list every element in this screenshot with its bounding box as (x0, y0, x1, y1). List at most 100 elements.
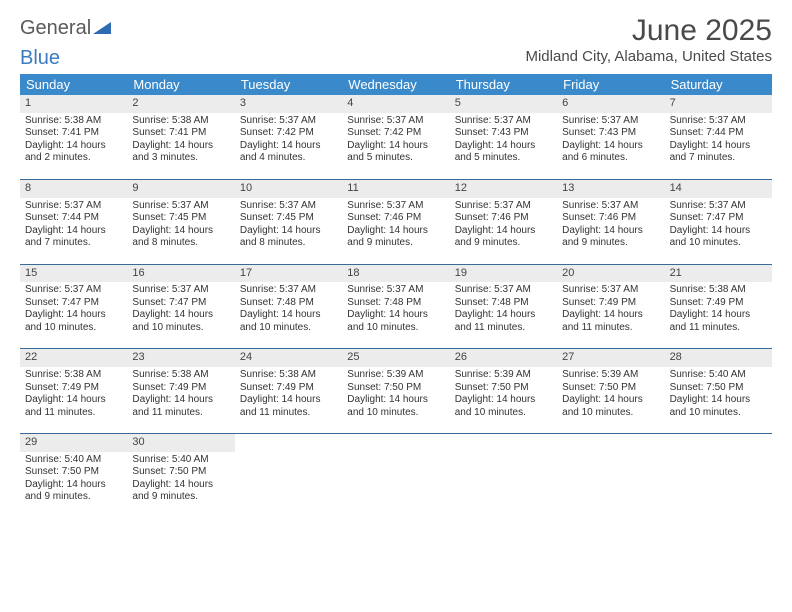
sunrise-text: Sunrise: 5:37 AM (455, 115, 552, 128)
sunrise-text: Sunrise: 5:40 AM (25, 454, 122, 467)
day-cell: 12 Sunrise: 5:37 AMSunset: 7:46 PMDayligh… (450, 180, 557, 254)
day-number: 10 (235, 180, 342, 198)
day-number: 1 (20, 95, 127, 113)
week-row: 15Sunrise: 5:37 AMSunset: 7:47 PMDayligh… (20, 264, 772, 339)
day-number: 28 (665, 349, 772, 367)
day-cell: 19Sunrise: 5:37 AMSunset: 7:48 PMDayligh… (450, 265, 557, 339)
sunset-text: Sunset: 7:43 PM (455, 127, 552, 140)
sunset-text: Sunset: 7:42 PM (240, 127, 337, 140)
day-cell: 20Sunrise: 5:37 AMSunset: 7:49 PMDayligh… (557, 265, 664, 339)
sunset-text: Sunset: 7:50 PM (455, 382, 552, 395)
sunrise-text: Sunrise: 5:37 AM (670, 200, 767, 213)
sunrise-text: Sunrise: 5:37 AM (562, 200, 659, 213)
day-number: 8 (20, 180, 127, 198)
day-cell: 22Sunrise: 5:38 AMSunset: 7:49 PMDayligh… (20, 349, 127, 423)
day-cell: 10Sunrise: 5:37 AMSunset: 7:45 PMDayligh… (235, 180, 342, 254)
daylight-text: Daylight: 14 hours and 10 minutes. (132, 309, 229, 334)
weeks-container: 1Sunrise: 5:38 AMSunset: 7:41 PMDaylight… (20, 95, 772, 508)
day-number: 18 (342, 265, 449, 283)
sunset-text: Sunset: 7:49 PM (562, 297, 659, 310)
sunrise-text: Sunrise: 5:37 AM (562, 115, 659, 128)
sunset-text: Sunset: 7:48 PM (455, 297, 552, 310)
daylight-text: Daylight: 14 hours and 11 minutes. (455, 309, 552, 334)
day-cell: . (557, 434, 664, 508)
daylight-text: Daylight: 14 hours and 11 minutes. (670, 309, 767, 334)
day-cell: 15Sunrise: 5:37 AMSunset: 7:47 PMDayligh… (20, 265, 127, 339)
week-row: 29Sunrise: 5:40 AMSunset: 7:50 PMDayligh… (20, 433, 772, 508)
sunset-text: Sunset: 7:45 PM (240, 212, 337, 225)
sunset-text: Sunset: 7:44 PM (670, 127, 767, 140)
sunset-text: Sunset: 7:46 PM (455, 212, 552, 225)
sunset-text: Sunset: 7:50 PM (670, 382, 767, 395)
brand-triangle-icon (93, 18, 111, 38)
sunset-text: Sunset: 7:44 PM (25, 212, 122, 225)
daylight-text: Daylight: 14 hours and 7 minutes. (670, 140, 767, 165)
day-cell: 6Sunrise: 5:37 AMSunset: 7:43 PMDaylight… (557, 95, 664, 169)
day-number: 27 (557, 349, 664, 367)
day-number: 7 (665, 95, 772, 113)
daylight-text: Daylight: 14 hours and 10 minutes. (347, 309, 444, 334)
daylight-text: Daylight: 14 hours and 10 minutes. (347, 394, 444, 419)
day-number: 22 (20, 349, 127, 367)
day-cell: 17Sunrise: 5:37 AMSunset: 7:48 PMDayligh… (235, 265, 342, 339)
day-cell: 13Sunrise: 5:37 AMSunset: 7:46 PMDayligh… (557, 180, 664, 254)
daylight-text: Daylight: 14 hours and 8 minutes. (132, 225, 229, 250)
day-header: Tuesday (235, 74, 342, 95)
day-cell: 18Sunrise: 5:37 AMSunset: 7:48 PMDayligh… (342, 265, 449, 339)
day-cell: 24Sunrise: 5:38 AMSunset: 7:49 PMDayligh… (235, 349, 342, 423)
daylight-text: Daylight: 14 hours and 10 minutes. (670, 225, 767, 250)
daylight-text: Daylight: 14 hours and 9 minutes. (132, 479, 229, 504)
sunrise-text: Sunrise: 5:37 AM (25, 284, 122, 297)
day-number: 21 (665, 265, 772, 283)
sunrise-text: Sunrise: 5:39 AM (347, 369, 444, 382)
sunrise-text: Sunrise: 5:37 AM (240, 200, 337, 213)
day-header: Thursday (450, 74, 557, 95)
day-number: 15 (20, 265, 127, 283)
day-number: 12 (450, 180, 557, 198)
day-number: 6 (557, 95, 664, 113)
day-number: 23 (127, 349, 234, 367)
sunset-text: Sunset: 7:48 PM (240, 297, 337, 310)
day-number: 14 (665, 180, 772, 198)
sunrise-text: Sunrise: 5:37 AM (455, 200, 552, 213)
day-cell: 28Sunrise: 5:40 AMSunset: 7:50 PMDayligh… (665, 349, 772, 423)
sunset-text: Sunset: 7:50 PM (347, 382, 444, 395)
day-cell: 3Sunrise: 5:37 AMSunset: 7:42 PMDaylight… (235, 95, 342, 169)
day-number: 19 (450, 265, 557, 283)
sunrise-text: Sunrise: 5:38 AM (132, 115, 229, 128)
daylight-text: Daylight: 14 hours and 11 minutes. (562, 309, 659, 334)
brand-part2: Blue (20, 47, 60, 69)
day-cell: 1Sunrise: 5:38 AMSunset: 7:41 PMDaylight… (20, 95, 127, 169)
calendar: Sunday Monday Tuesday Wednesday Thursday… (20, 74, 772, 508)
sunrise-text: Sunrise: 5:37 AM (240, 284, 337, 297)
day-header: Sunday (20, 74, 127, 95)
sunrise-text: Sunrise: 5:38 AM (132, 369, 229, 382)
day-number: 20 (557, 265, 664, 283)
day-number: 3 (235, 95, 342, 113)
daylight-text: Daylight: 14 hours and 9 minutes. (25, 479, 122, 504)
day-cell: . (235, 434, 342, 508)
sunrise-text: Sunrise: 5:38 AM (25, 115, 122, 128)
daylight-text: Daylight: 14 hours and 9 minutes. (455, 225, 552, 250)
sunset-text: Sunset: 7:48 PM (347, 297, 444, 310)
sunrise-text: Sunrise: 5:40 AM (132, 454, 229, 467)
sunset-text: Sunset: 7:47 PM (670, 212, 767, 225)
sunrise-text: Sunrise: 5:37 AM (132, 284, 229, 297)
daylight-text: Daylight: 14 hours and 6 minutes. (562, 140, 659, 165)
day-cell: . (450, 434, 557, 508)
week-row: 8Sunrise: 5:37 AMSunset: 7:44 PMDaylight… (20, 179, 772, 254)
day-number: 9 (127, 180, 234, 198)
brand-text: General Blue (20, 18, 111, 68)
sunrise-text: Sunrise: 5:37 AM (670, 115, 767, 128)
daylight-text: Daylight: 14 hours and 7 minutes. (25, 225, 122, 250)
day-number: 5 (450, 95, 557, 113)
day-number: 17 (235, 265, 342, 283)
sunset-text: Sunset: 7:41 PM (132, 127, 229, 140)
daylight-text: Daylight: 14 hours and 9 minutes. (562, 225, 659, 250)
day-cell: 7 Sunrise: 5:37 AMSunset: 7:44 PMDaylight… (665, 95, 772, 169)
daylight-text: Daylight: 14 hours and 5 minutes. (347, 140, 444, 165)
day-number: 11 (342, 180, 449, 198)
day-cell: 26Sunrise: 5:39 AMSunset: 7:50 PMDayligh… (450, 349, 557, 423)
sunset-text: Sunset: 7:42 PM (347, 127, 444, 140)
day-header: Wednesday (342, 74, 449, 95)
